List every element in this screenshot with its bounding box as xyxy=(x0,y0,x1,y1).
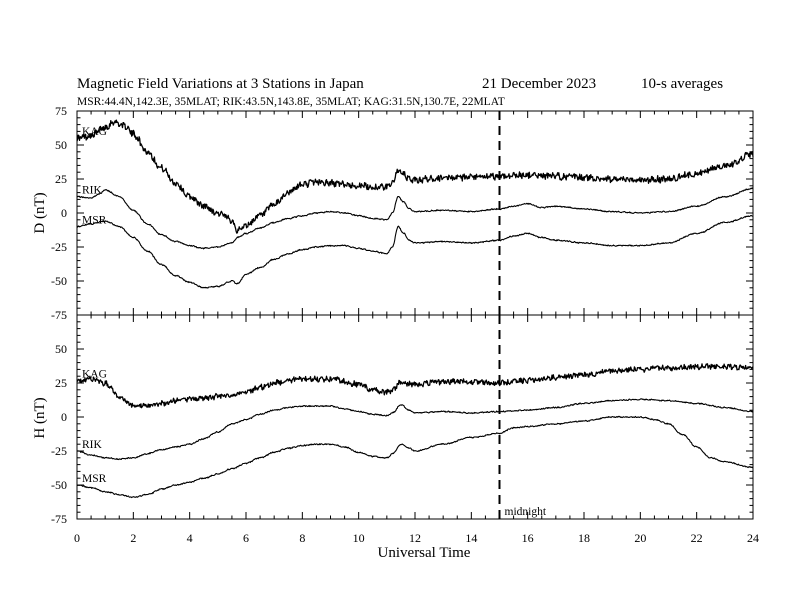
y-tick-label: -50 xyxy=(51,478,67,492)
series-label-kag: KAG xyxy=(82,126,107,138)
x-tick-label: 16 xyxy=(522,531,534,545)
plot-frame xyxy=(76,110,754,316)
x-tick-label: 0 xyxy=(74,531,80,545)
x-tick-label: 22 xyxy=(691,531,703,545)
y-tick-label: 0 xyxy=(61,410,67,424)
chart-averaging: 10-s averages xyxy=(641,76,723,92)
y-tick-label: -25 xyxy=(51,240,67,254)
x-tick-label: 18 xyxy=(578,531,590,545)
series-label-msr: MSR xyxy=(82,215,107,227)
x-tick-label: 14 xyxy=(465,531,477,545)
x-axis-label: Universal Time xyxy=(378,545,471,561)
x-tick-label: 10 xyxy=(353,531,365,545)
chart-date: 21 December 2023 xyxy=(482,76,596,92)
series-label-msr: MSR xyxy=(82,473,107,485)
h-axis-label: H (nT) xyxy=(32,397,48,438)
x-tick-label: 8 xyxy=(299,531,305,545)
series-label-rik: RIK xyxy=(82,185,103,197)
chart-title: Magnetic Field Variations at 3 Stations … xyxy=(77,76,364,92)
y-tick-label: -75 xyxy=(51,512,67,526)
x-tick-label: 12 xyxy=(409,531,421,545)
d-component-panel: 75 50 25 0 -25 -50 -75 KAG RIK MSR xyxy=(51,104,754,322)
series-label-rik: RIK xyxy=(82,439,103,451)
series-label-kag: KAG xyxy=(82,368,107,380)
series-line-rik xyxy=(77,187,754,250)
y-tick-label: 50 xyxy=(55,342,67,356)
y-tick-label: 0 xyxy=(61,206,67,220)
series-line-msr xyxy=(76,415,754,499)
series-line-kag xyxy=(76,119,754,234)
y-tick-label: -50 xyxy=(51,274,67,288)
y-tick-label: 25 xyxy=(55,172,67,186)
series-line-msr xyxy=(76,214,754,289)
y-tick-label: 25 xyxy=(55,376,67,390)
series-line-kag xyxy=(76,363,754,409)
series-line-rik xyxy=(76,398,754,461)
midnight-label: midnight xyxy=(505,506,547,518)
plot-frame xyxy=(76,314,754,520)
x-tick-label: 4 xyxy=(187,531,193,545)
x-tick-label: 6 xyxy=(243,531,249,545)
y-tick-label: -75 xyxy=(51,308,67,322)
y-tick-label: 75 xyxy=(55,104,67,118)
d-axis-label: D (nT) xyxy=(32,192,48,233)
x-tick-label: 20 xyxy=(634,531,646,545)
y-tick-label: 50 xyxy=(55,138,67,152)
x-tick-label: 2 xyxy=(130,531,136,545)
y-tick-label: -25 xyxy=(51,444,67,458)
station-info: MSR:44.4N,142.3E, 35MLAT; RIK:43.5N,143.… xyxy=(77,96,505,108)
x-tick-label: 24 xyxy=(747,531,759,545)
